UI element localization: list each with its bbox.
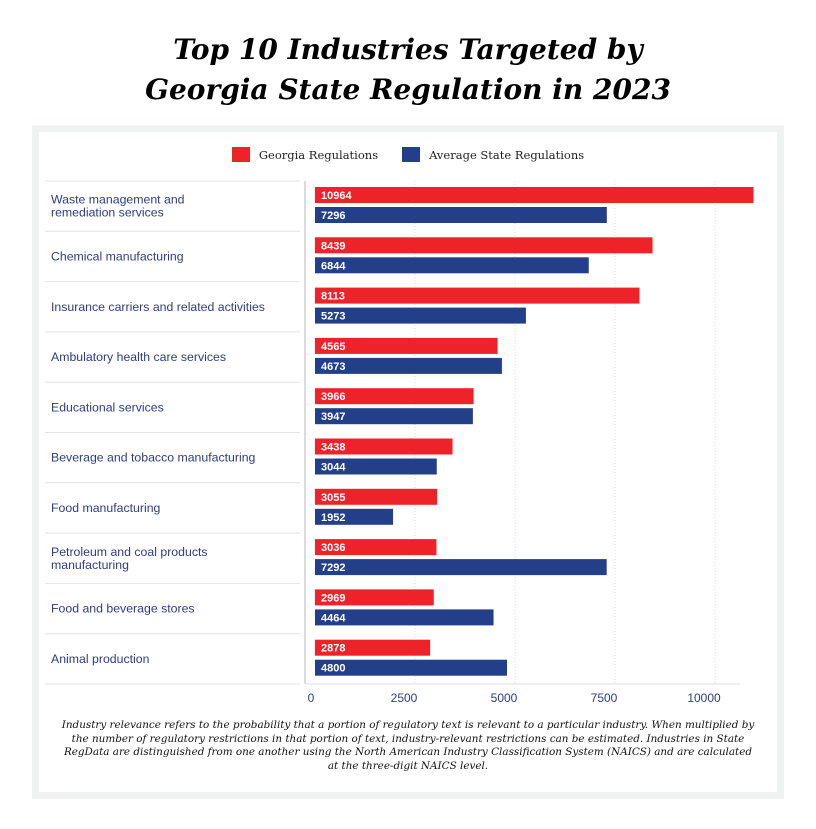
category-label-line: Insurance carriers and related activitie… — [51, 300, 265, 314]
category-label-line: Chemical manufacturing — [51, 249, 184, 263]
bar-value-label: 3044 — [321, 462, 346, 474]
bar-value-label: 8439 — [321, 240, 345, 252]
category-label-line: Animal production — [51, 652, 150, 666]
x-tick-label: 2500 — [391, 691, 418, 705]
bar-value-label: 4464 — [321, 612, 346, 624]
bar-average — [315, 609, 494, 626]
bar-georgia — [315, 589, 434, 606]
bar-average — [315, 207, 607, 223]
footnote: Industry relevance refers to the probabi… — [61, 719, 755, 772]
bar-value-label: 3438 — [321, 442, 345, 454]
category-label: Ambulatory health care services — [51, 350, 226, 364]
bar-value-label: 2969 — [321, 592, 345, 604]
category-label: Beverage and tobacco manufacturing — [51, 451, 256, 465]
legend-swatch-average — [402, 147, 421, 162]
bar-average — [315, 257, 589, 274]
bar-georgia — [315, 539, 437, 556]
bar-average — [315, 357, 502, 374]
category-label-line: remediation services — [51, 206, 164, 220]
chart-title-line-1: Top 10 Industries Targeted by — [173, 33, 643, 66]
category-label: Chemical manufacturing — [51, 249, 184, 263]
category-label: Insurance carriers and related activitie… — [51, 300, 265, 314]
bar-value-label: 10964 — [321, 190, 352, 202]
bar-georgia — [315, 337, 498, 354]
bar-georgia — [315, 438, 453, 455]
x-axis-ticks: 0 2500 5000 7500 10000 — [308, 691, 721, 705]
bar-value-label: 3055 — [321, 492, 345, 504]
category-label: Animal production — [51, 652, 150, 666]
bar-georgia — [315, 287, 640, 304]
bar-value-label: 1952 — [321, 512, 345, 524]
bar-average — [315, 659, 507, 676]
bar-georgia — [315, 237, 653, 254]
category-label-line: Food and beverage stores — [51, 602, 195, 616]
bar-value-label: 4800 — [321, 663, 345, 675]
bars: 10964 8439 8113 4565 3966 3438 3055 3036 2969 287… — [315, 187, 754, 676]
bar-value-label: 6844 — [321, 260, 346, 272]
category-label: Waste management and remediation services — [51, 193, 185, 220]
legend: Georgia Regulations Average State Regula… — [0, 147, 816, 162]
bar-value-label: 2878 — [321, 643, 345, 655]
category-label-line: Food manufacturing — [51, 501, 161, 515]
x-tick-label: 5000 — [491, 691, 518, 705]
bar-georgia — [315, 488, 438, 505]
legend-item-georgia: Georgia Regulations — [231, 147, 379, 162]
bar-value-label: 5273 — [321, 311, 345, 323]
category-label-line: Beverage and tobacco manufacturing — [51, 451, 256, 465]
bar-value-label: 8113 — [321, 291, 345, 303]
bar-value-label: 7292 — [321, 562, 345, 574]
x-tick-label: 0 — [308, 691, 315, 705]
bar-georgia — [315, 187, 754, 203]
bar-value-label: 3966 — [321, 391, 345, 403]
legend-swatch-georgia — [231, 147, 250, 162]
chart-title: Top 10 Industries Targeted by Georgia St… — [0, 30, 816, 110]
category-label-line: Petroleum and coal products — [51, 545, 208, 559]
chart-title-line-2: Georgia State Regulation in 2023 — [145, 73, 671, 106]
bar-value-label: 3036 — [321, 542, 345, 554]
category-label-line: manufacturing — [51, 558, 129, 572]
bar-average — [315, 307, 526, 324]
bar-georgia — [315, 639, 431, 656]
category-label-line: Ambulatory health care services — [51, 350, 226, 364]
category-label: Food and beverage stores — [51, 602, 195, 616]
gridlines — [304, 181, 740, 685]
category-label-line: Educational services — [51, 400, 164, 414]
x-tick-label: 10000 — [687, 691, 721, 705]
legend-item-average: Average State Regulations — [402, 147, 584, 162]
category-label-line: Waste management and — [51, 193, 185, 207]
bar-average — [315, 408, 473, 425]
bar-average — [315, 508, 394, 525]
bar-value-label: 4673 — [321, 361, 345, 373]
legend-label-average: Average State Regulations — [429, 147, 585, 162]
bar-georgia — [315, 388, 474, 405]
category-rows: Waste management and remediation services… — [45, 180, 300, 685]
bar-average — [315, 458, 437, 475]
bar-value-label: 3947 — [321, 411, 345, 423]
bar-value-label: 4565 — [321, 341, 345, 353]
legend-label-georgia: Georgia Regulations — [258, 147, 379, 162]
x-tick-label: 7500 — [591, 691, 618, 705]
bar-average — [315, 559, 607, 576]
bar-value-label: 7296 — [321, 210, 345, 222]
category-label: Food manufacturing — [51, 501, 161, 515]
category-label: Petroleum and coal products manufacturing — [51, 545, 208, 572]
category-label: Educational services — [51, 400, 164, 414]
